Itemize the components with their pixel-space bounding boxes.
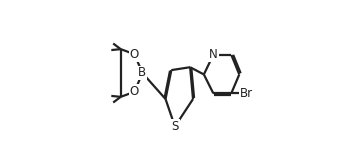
Text: N: N — [209, 48, 218, 61]
Text: O: O — [130, 85, 139, 98]
Text: S: S — [171, 120, 179, 133]
Text: B: B — [138, 66, 147, 80]
Text: Br: Br — [240, 87, 253, 100]
Text: O: O — [130, 48, 139, 61]
